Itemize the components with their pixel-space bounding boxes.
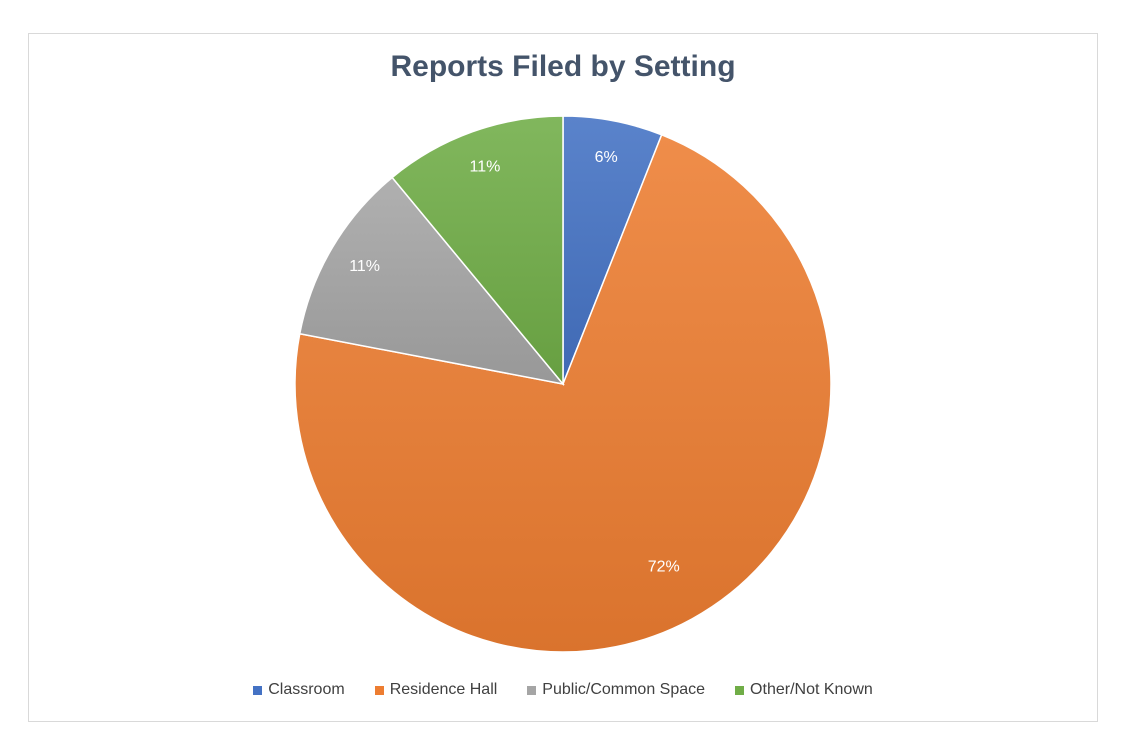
chart-title: Reports Filed by Setting [390,50,736,83]
legend-label: Classroom [268,681,345,698]
pie-chart: 6% 72% 11% 11% [294,115,832,653]
legend-label: Other/Not Known [750,681,873,698]
legend-swatch [253,685,263,695]
pie-slice-residence-hall [294,133,832,653]
pie-slice-other-not-known [391,115,564,387]
data-label-other-not-known: 11% [470,158,501,175]
legend: Classroom Residence Hall Public/Common Spa… [29,681,1097,699]
legend-label: Residence Hall [389,681,498,698]
legend-label: Public/Common Space [542,681,706,698]
legend-item-other-not-known: Other/Not Known [735,681,873,699]
legend-swatch [527,685,537,695]
chart-frame: Reports Filed by Setting 6% 72% 11% 11% Cla… [28,33,1098,722]
data-label-public-common-space: 11% [349,258,380,275]
pie-slice-public-common-space [298,176,565,386]
legend-item-public-common-space: Public/Common Space [527,681,705,699]
legend-item-classroom: Classroom [253,681,345,699]
data-label-classroom: 6% [595,149,618,166]
legend-swatch [374,685,384,695]
data-label-residence-hall: 72% [648,558,680,575]
legend-swatch [735,685,745,695]
legend-item-residence-hall: Residence Hall [374,681,498,699]
